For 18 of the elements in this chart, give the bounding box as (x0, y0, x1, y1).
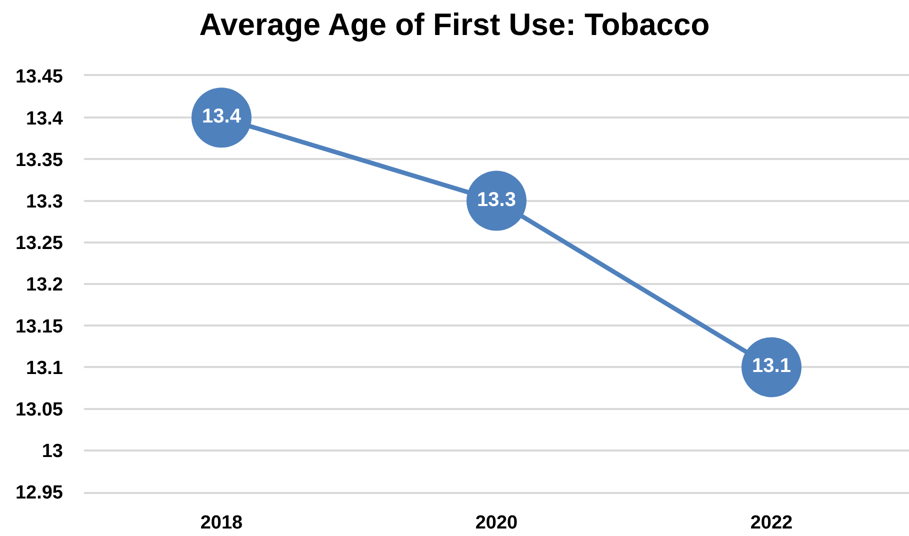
y-tick-label: 13.45 (15, 66, 64, 88)
data-label: 13.3 (477, 188, 516, 211)
x-tick-label: 2020 (475, 512, 518, 534)
data-label: 13.4 (202, 106, 242, 128)
y-tick-label: 13.4 (26, 108, 64, 130)
y-tick-label: 12.95 (15, 482, 64, 504)
y-tick-label: 13.1 (26, 358, 64, 379)
x-tick-label: 2022 (750, 512, 793, 534)
x-tick-label: 2018 (200, 512, 243, 534)
y-tick-label: 13.2 (26, 274, 63, 296)
y-tick-label: 13.05 (15, 399, 64, 420)
data-label: 13.1 (752, 355, 791, 378)
y-tick-label: 13.15 (15, 316, 64, 338)
chart-title: Average Age of First Use: Tobacco (199, 6, 710, 42)
y-tick-label: 13 (42, 441, 63, 462)
y-tick-label: 13.35 (15, 150, 64, 171)
y-tick-label: 13.3 (26, 191, 63, 212)
y-tick-label: 13.25 (15, 233, 64, 254)
